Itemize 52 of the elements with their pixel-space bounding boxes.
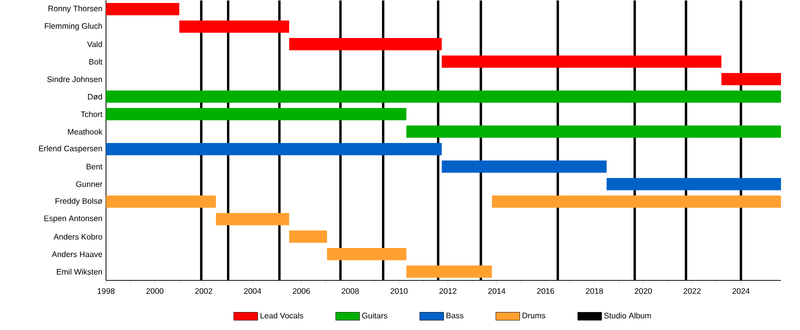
x-tick-label: 2018 (586, 288, 603, 294)
y-tick-label: Emil Wiksten (56, 268, 102, 274)
bar (442, 55, 722, 68)
x-tick-label: 2022 (684, 288, 701, 294)
y-tick-label: Flemming Gluch (44, 22, 102, 30)
bar (179, 20, 290, 33)
y-tick-label: Vald (87, 41, 102, 47)
y-tick-label: Anders Haave (52, 251, 102, 257)
x-tick-label: 1998 (98, 288, 115, 294)
legend-label: Guitars (362, 312, 388, 318)
y-tick-label: Gunner (76, 181, 102, 187)
x-tick-label: 2012 (439, 288, 456, 294)
x-tick-label: 2000 (146, 288, 164, 294)
bar (289, 38, 442, 50)
bar (106, 2, 180, 16)
y-tick-label: Freddy Bolsø (56, 198, 102, 206)
bar (106, 108, 406, 120)
bar (442, 160, 607, 173)
bar (406, 265, 492, 278)
y-tick-label: Espen Antonsen (44, 215, 102, 223)
bar (606, 178, 781, 190)
bar (106, 195, 216, 208)
legend-label: Studio Album (604, 312, 651, 318)
bar (216, 212, 290, 226)
y-tick-label: Død (88, 93, 102, 100)
y-tick-label: Ronny Thorsen (48, 5, 102, 13)
x-tick-label: 2014 (488, 288, 506, 294)
bar (327, 248, 406, 260)
bar (492, 195, 781, 208)
x-tick-label: 2008 (342, 288, 359, 294)
bar (106, 142, 442, 156)
bar (106, 90, 781, 103)
bar (406, 125, 781, 138)
x-tick-label: 2006 (292, 288, 310, 294)
x-tick-label: 2024 (732, 288, 750, 294)
y-tick-label: Tchort (80, 111, 102, 117)
y-tick-label: Meathook (68, 128, 102, 134)
y-tick-label: Erlend Caspersen (39, 145, 102, 153)
y-tick-label: Bent (86, 164, 102, 170)
legend-label: Drums (522, 312, 546, 318)
x-tick-label: 2004 (244, 288, 262, 294)
bar (289, 230, 328, 243)
bar (721, 72, 781, 86)
y-tick-label: Sindre Johnsen (47, 76, 102, 82)
legend-label: Bass (446, 312, 464, 318)
x-tick-label: 2010 (390, 288, 408, 294)
x-tick-label: 2002 (195, 288, 212, 294)
legend-label: Lead Vocals (260, 312, 304, 318)
y-tick-label: Anders Kobro (54, 234, 102, 240)
x-tick-label: 2020 (634, 288, 652, 294)
x-tick-label: 2016 (537, 288, 554, 294)
y-tick-label: Bolt (89, 58, 102, 64)
